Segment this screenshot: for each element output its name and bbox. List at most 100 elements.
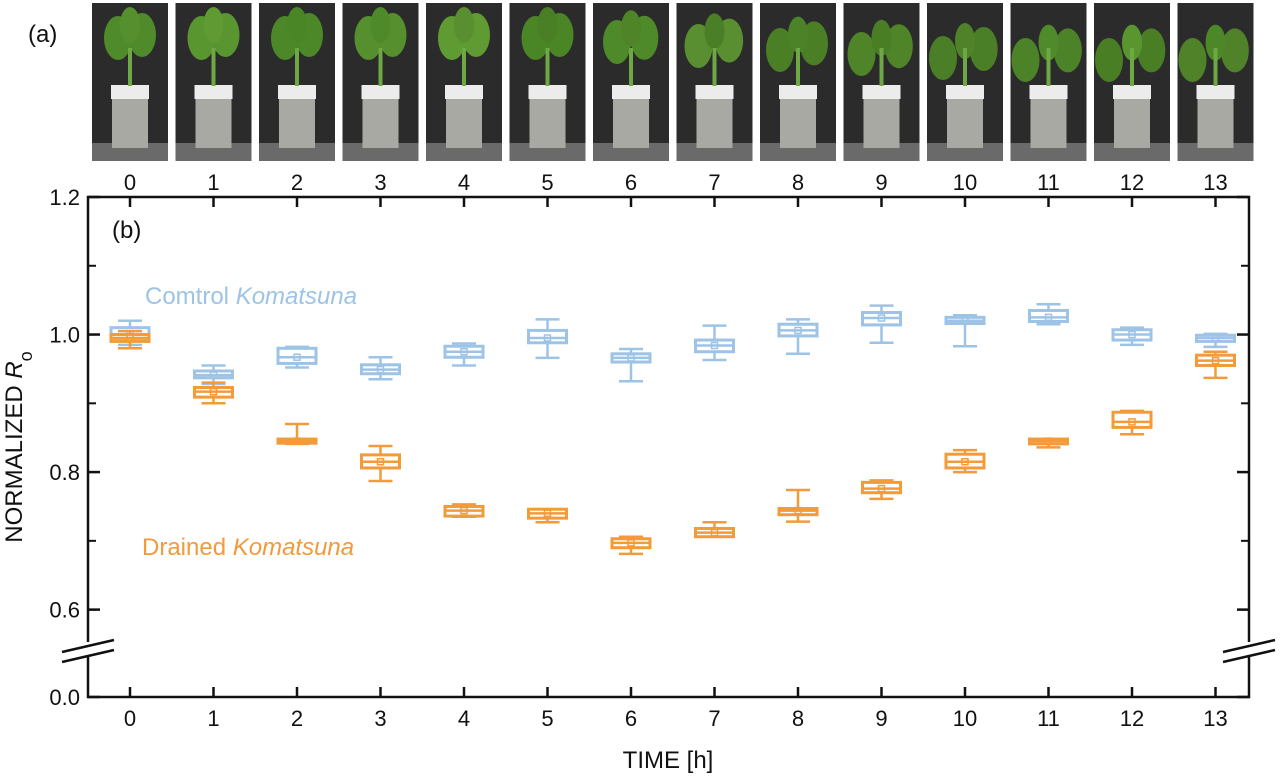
photo-stem bbox=[712, 48, 717, 86]
control-mean-marker bbox=[877, 314, 886, 322]
control-mean-marker bbox=[710, 341, 719, 350]
legend-control: Comtrol Komatsuna bbox=[145, 283, 357, 310]
photo-leaf bbox=[203, 7, 224, 43]
legend-drained-name: Drained bbox=[142, 534, 226, 561]
drained-box bbox=[193, 381, 234, 405]
photo-grid-floor bbox=[927, 143, 1003, 161]
drained-box bbox=[276, 422, 318, 446]
control-iqr-box bbox=[527, 328, 568, 345]
control-box bbox=[944, 314, 986, 348]
photo-leaf bbox=[1095, 38, 1123, 82]
photo-jar bbox=[446, 98, 482, 148]
plant-photo bbox=[843, 3, 920, 161]
plot-frame bbox=[86, 195, 1251, 699]
photo-grid-floor bbox=[1094, 143, 1170, 161]
photo-jar bbox=[780, 98, 816, 148]
x-tick-label: 11 bbox=[1037, 706, 1060, 731]
control-mean-marker bbox=[627, 354, 635, 362]
x-tick-label: 13 bbox=[1203, 706, 1227, 731]
break-slash bbox=[1222, 648, 1276, 664]
photo-leaf bbox=[1011, 38, 1040, 82]
photo-leaf bbox=[454, 7, 474, 43]
plant-photo bbox=[509, 3, 586, 161]
x-tick-label: 4 bbox=[458, 706, 470, 731]
drained-mean-marker bbox=[877, 484, 886, 493]
photo-grid-floor bbox=[175, 143, 252, 161]
series-drained bbox=[109, 329, 1236, 556]
photo-stem bbox=[963, 48, 967, 86]
drained-mean-marker bbox=[460, 506, 468, 515]
x-tick-label: 8 bbox=[792, 706, 804, 731]
plant-photo bbox=[342, 3, 419, 161]
panel-b-label: (b) bbox=[112, 217, 141, 244]
photo-grid-floor bbox=[760, 143, 836, 161]
control-iqr-box bbox=[1028, 308, 1069, 323]
panel-a-label: (a) bbox=[28, 21, 57, 48]
control-iqr-box bbox=[276, 346, 318, 365]
photo-leaf bbox=[766, 28, 794, 72]
plant-photo bbox=[593, 3, 669, 161]
control-mean-marker bbox=[794, 326, 802, 335]
legend-control-italic: Komatsuna bbox=[236, 283, 357, 310]
photo-grid-floor bbox=[593, 143, 669, 161]
axis-break-marks bbox=[61, 638, 1276, 664]
drained-box bbox=[109, 329, 151, 350]
photo-hour-label: 9 bbox=[875, 170, 887, 195]
photo-jar-lid bbox=[111, 85, 149, 99]
x-tick-label: 5 bbox=[541, 706, 553, 731]
control-box bbox=[777, 318, 819, 356]
control-mean-marker bbox=[543, 334, 552, 342]
photo-grid-floor bbox=[1177, 143, 1254, 161]
photo-hour-labels: 0 1 2 3 4 5 6 7 8 9 10 11 12 13 bbox=[124, 170, 1228, 195]
x-axis-ticks: 0 1 2 3 4 5 6 7 8 9 10 11 12 13 bbox=[124, 197, 1228, 731]
drained-box bbox=[527, 507, 568, 524]
photo-hour-label: 3 bbox=[374, 170, 386, 195]
control-mean-marker bbox=[1211, 334, 1220, 342]
photo-jar-lid bbox=[278, 85, 316, 99]
control-box bbox=[527, 318, 568, 360]
y-axis-title-text: NORMALIZED bbox=[1, 379, 28, 543]
photo-jar bbox=[112, 98, 148, 148]
plant-photo bbox=[760, 3, 836, 161]
photo-stem bbox=[1213, 48, 1218, 86]
photo-jar-lid bbox=[612, 85, 650, 99]
photo-hour-label: 1 bbox=[207, 170, 219, 195]
control-mean-marker bbox=[961, 317, 969, 325]
y-tick-label: 0.0 bbox=[49, 685, 80, 710]
photo-grid-floor bbox=[426, 143, 502, 161]
photo-grid-floor bbox=[1010, 143, 1087, 161]
photo-jar bbox=[613, 98, 649, 148]
photo-grid-floor bbox=[509, 143, 586, 161]
photo-jar bbox=[863, 98, 900, 148]
control-box bbox=[360, 355, 401, 381]
plant-photo bbox=[676, 3, 753, 161]
photo-hour-label: 12 bbox=[1120, 170, 1144, 195]
control-box bbox=[443, 342, 485, 367]
drained-mean-marker bbox=[543, 509, 552, 518]
photo-leaf bbox=[969, 27, 998, 71]
photo-leaf bbox=[884, 24, 913, 69]
drained-mean-marker bbox=[293, 437, 301, 445]
drained-box bbox=[944, 448, 986, 474]
photo-jar-lid bbox=[528, 85, 567, 99]
plant-photo bbox=[927, 3, 1003, 161]
photo-leaf bbox=[120, 7, 140, 43]
photo-jar-lid bbox=[695, 85, 734, 99]
photo-jar-lid bbox=[1196, 85, 1235, 99]
photo-grid-floor bbox=[676, 143, 753, 161]
control-box bbox=[1195, 332, 1236, 349]
plant-photo bbox=[175, 3, 252, 161]
photo-jar bbox=[947, 98, 983, 148]
control-box bbox=[610, 347, 652, 383]
photo-stem bbox=[1130, 48, 1134, 86]
control-box bbox=[1028, 303, 1069, 326]
drained-box bbox=[1111, 409, 1153, 436]
x-tick-label: 1 bbox=[207, 706, 219, 731]
control-box bbox=[1111, 326, 1153, 347]
photo-jar-lid bbox=[1113, 85, 1151, 99]
photo-stem bbox=[211, 48, 216, 86]
photo-stem bbox=[545, 48, 550, 86]
y-axis-title-symbol: R bbox=[1, 361, 28, 378]
plant-photo bbox=[426, 3, 502, 161]
drained-box bbox=[861, 479, 902, 501]
